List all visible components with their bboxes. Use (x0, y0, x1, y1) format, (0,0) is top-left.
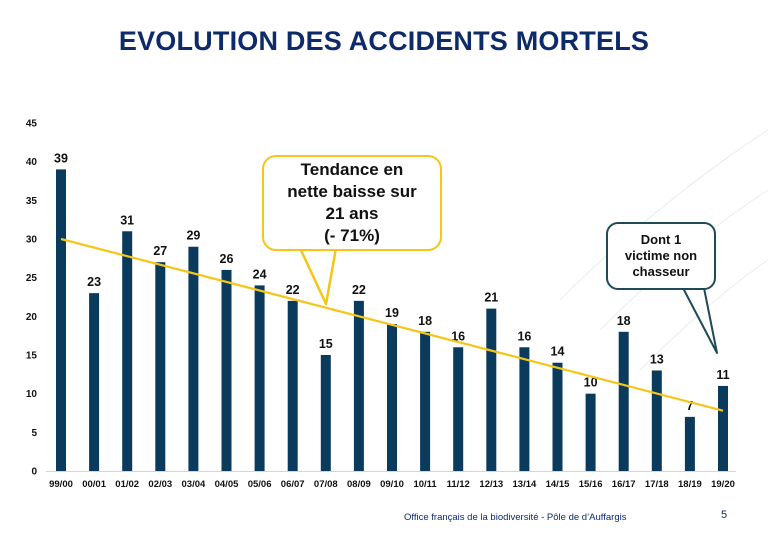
x-axis: 99/00 00/01 01/02 02/03 03/04 04/05 05/06 06/07… (46, 471, 736, 490)
note-callout-line-3: chasseur (632, 264, 690, 279)
trend-callout-line-2: nette baisse sur (287, 182, 417, 201)
data-label: 10 (584, 376, 598, 390)
data-label: 27 (153, 244, 167, 258)
note-callout-line-1: Dont 1 (640, 232, 682, 247)
x-tick-label: 99/00 (49, 479, 73, 490)
data-label: 16 (517, 329, 531, 343)
data-label: 19 (385, 306, 399, 320)
y-tick-label: 0 (31, 467, 37, 478)
x-tick-label: 13/14 (513, 479, 537, 490)
bar (651, 370, 662, 471)
x-tick-label: 00/01 (82, 479, 106, 490)
note-callout-line-2: victime non (624, 248, 698, 263)
slide-title: EVOLUTION DES ACCIDENTS MORTELS (118, 26, 650, 56)
y-tick-label: 5 (31, 428, 37, 439)
trend-callout-pointer (298, 246, 338, 306)
x-tick-label: 16/17 (612, 479, 636, 490)
data-label: 7 (686, 399, 693, 413)
bar (89, 293, 100, 471)
trend-callout-line-3: 21 ans (325, 204, 379, 223)
data-label: 15 (319, 337, 333, 351)
y-axis: 0 5 10 15 20 25 30 35 40 45 (26, 119, 38, 478)
data-label: 31 (120, 213, 134, 227)
y-tick-label: 15 (26, 351, 38, 362)
x-tick-label: 02/03 (148, 479, 172, 490)
bar (221, 269, 232, 471)
data-label: 39 (54, 151, 68, 165)
x-tick-label: 15/16 (579, 479, 603, 490)
bar (56, 169, 66, 471)
bar (519, 347, 530, 471)
data-label: 18 (418, 314, 432, 328)
footer-text: Office français de la biodiversité - Pôl… (404, 512, 627, 523)
bar (254, 285, 265, 471)
bar (287, 300, 298, 471)
data-labels: 39 23 31 27 29 26 24 22 15 22 19 18 16 21 16 14 10 18 13 7 1… (54, 151, 730, 412)
x-tick-label: 03/04 (182, 479, 206, 490)
x-tick-label: 17/18 (645, 479, 669, 490)
x-tick-label: 12/13 (479, 479, 503, 490)
data-label: 18 (617, 314, 631, 328)
y-tick-label: 40 (26, 157, 38, 168)
x-tick-label: 06/07 (281, 479, 305, 490)
data-label: 14 (551, 345, 565, 359)
x-tick-label: 14/15 (546, 479, 570, 490)
y-tick-label: 10 (26, 389, 38, 400)
data-label: 29 (186, 229, 200, 243)
trend-callout-line-4: (- 71%) (324, 226, 380, 245)
data-label: 11 (716, 368, 729, 382)
page-number: 5 (721, 509, 728, 521)
y-tick-label: 35 (26, 196, 38, 207)
x-tick-label: 10/11 (413, 479, 437, 490)
trend-callout-line-1: Tendance en (300, 160, 404, 179)
x-tick-label: 07/08 (314, 479, 338, 490)
data-label: 21 (484, 291, 498, 305)
data-label: 22 (286, 283, 300, 297)
bar (387, 324, 397, 471)
bar (155, 262, 166, 471)
bars (56, 169, 728, 471)
data-label: 22 (352, 283, 366, 297)
x-tick-label: 19/20 (711, 479, 735, 490)
bar (585, 393, 596, 471)
x-tick-label: 05/06 (248, 479, 272, 490)
data-label: 24 (253, 267, 267, 281)
x-tick-label: 01/02 (115, 479, 139, 490)
y-tick-label: 25 (26, 273, 38, 284)
y-tick-label: 45 (26, 119, 38, 130)
trend-callout: Tendance en nette baisse sur 21 ans (- 7… (262, 155, 442, 251)
bar (122, 231, 133, 471)
x-tick-label: 09/10 (380, 479, 404, 490)
bar (486, 308, 497, 471)
bar (320, 355, 331, 471)
note-callout-pointer (682, 287, 718, 354)
x-tick-label: 18/19 (678, 479, 702, 490)
x-tick-label: 04/05 (215, 479, 239, 490)
trendline-layer (60, 237, 724, 412)
trendline (60, 237, 724, 412)
y-tick-label: 30 (26, 235, 38, 246)
bar (188, 246, 199, 471)
non-hunter-callout: Dont 1 victime non chasseur (606, 222, 716, 290)
x-tick-label: 08/09 (347, 479, 371, 490)
data-label: 16 (451, 329, 465, 343)
y-tick-label: 20 (26, 312, 38, 323)
data-label: 13 (650, 352, 664, 366)
bar (420, 331, 431, 471)
bar (618, 331, 629, 471)
data-label: 26 (220, 252, 234, 266)
bar (718, 385, 728, 471)
bar (353, 300, 364, 471)
bar (684, 416, 695, 471)
x-tick-label: 11/12 (447, 479, 470, 490)
bar (453, 347, 464, 471)
bar (552, 362, 563, 471)
data-label: 23 (87, 275, 101, 289)
